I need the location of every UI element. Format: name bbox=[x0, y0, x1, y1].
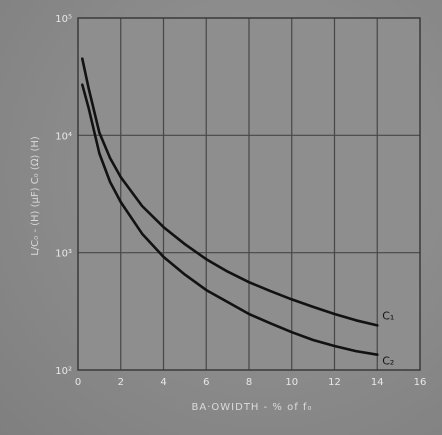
series-label-1: C₁ bbox=[382, 309, 394, 322]
series-label-2: C₂ bbox=[382, 355, 394, 368]
x-tick-label: 16 bbox=[414, 377, 427, 388]
x-tick-label: 0 bbox=[75, 377, 81, 388]
y-tick-label: 10⁵ bbox=[55, 14, 72, 25]
x-tick-label: 6 bbox=[203, 377, 209, 388]
series-line-2 bbox=[81, 83, 379, 357]
x-axis-label: BA·OWIDTH - % of f₀ bbox=[192, 402, 313, 413]
x-tick-label: 14 bbox=[371, 377, 384, 388]
y-tick-label: 10² bbox=[55, 366, 72, 377]
tick-labels: 0 2 4 6 8 10 12 14 16 10² 10³ 10⁴ 10⁵ bbox=[55, 14, 426, 388]
y-tick-label: 10⁴ bbox=[55, 131, 72, 142]
x-tick-label: 2 bbox=[118, 377, 124, 388]
y-tick-label: 10³ bbox=[55, 249, 72, 260]
y-axis-label: L/C₀ - (H) (μF) C₀ (Ω) (H) bbox=[30, 136, 41, 256]
x-tick-label: 8 bbox=[246, 377, 252, 388]
grid bbox=[78, 18, 420, 370]
series-line-1 bbox=[81, 57, 379, 327]
x-tick-label: 10 bbox=[285, 377, 298, 388]
x-tick-label: 12 bbox=[328, 377, 341, 388]
plot-frame bbox=[77, 17, 421, 371]
x-tick-label: 4 bbox=[160, 377, 166, 388]
series-group: C₁ C₂ bbox=[81, 57, 394, 368]
